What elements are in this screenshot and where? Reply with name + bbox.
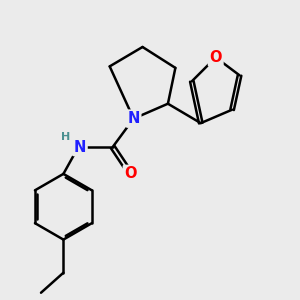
Text: O: O bbox=[209, 50, 222, 65]
Text: O: O bbox=[124, 167, 137, 182]
Text: N: N bbox=[74, 140, 86, 154]
Text: H: H bbox=[61, 133, 70, 142]
Text: N: N bbox=[128, 111, 140, 126]
